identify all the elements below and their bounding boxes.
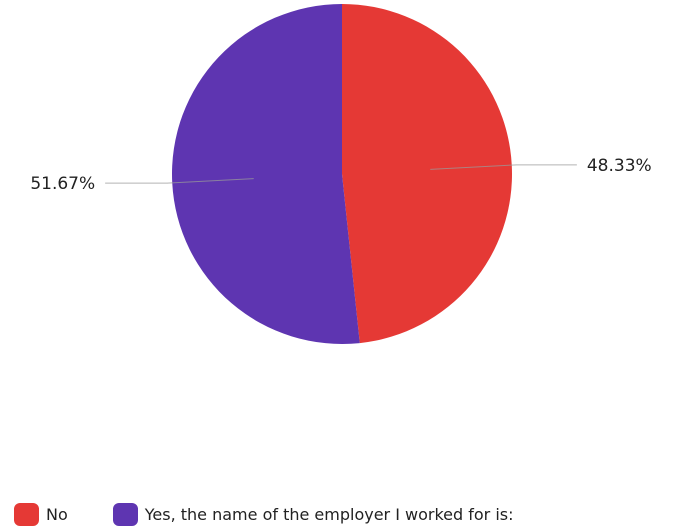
legend: No Yes, the name of the employer I worke… <box>14 501 514 527</box>
slice-labels: 48.33% 51.67% <box>30 156 651 194</box>
slice-label-no: 48.33% <box>587 156 652 176</box>
leader-line-no <box>430 164 577 170</box>
legend-swatch-no <box>14 502 39 526</box>
pie-slice-yes[interactable] <box>172 4 360 344</box>
leader-line-yes <box>105 178 254 184</box>
leader-lines <box>105 164 577 184</box>
legend-item-no[interactable]: No <box>14 502 68 526</box>
legend-item-yes[interactable]: Yes, the name of the employer I worked f… <box>112 502 514 526</box>
pie-slices <box>172 4 513 344</box>
pie-slice-no[interactable] <box>342 4 513 344</box>
pie-chart: 48.33% 51.67% <box>30 4 652 344</box>
legend-label-yes: Yes, the name of the employer I worked f… <box>144 504 514 524</box>
legend-label-no: No <box>46 504 68 524</box>
slice-label-yes: 51.67% <box>30 174 95 194</box>
legend-swatch-yes <box>112 502 138 526</box>
